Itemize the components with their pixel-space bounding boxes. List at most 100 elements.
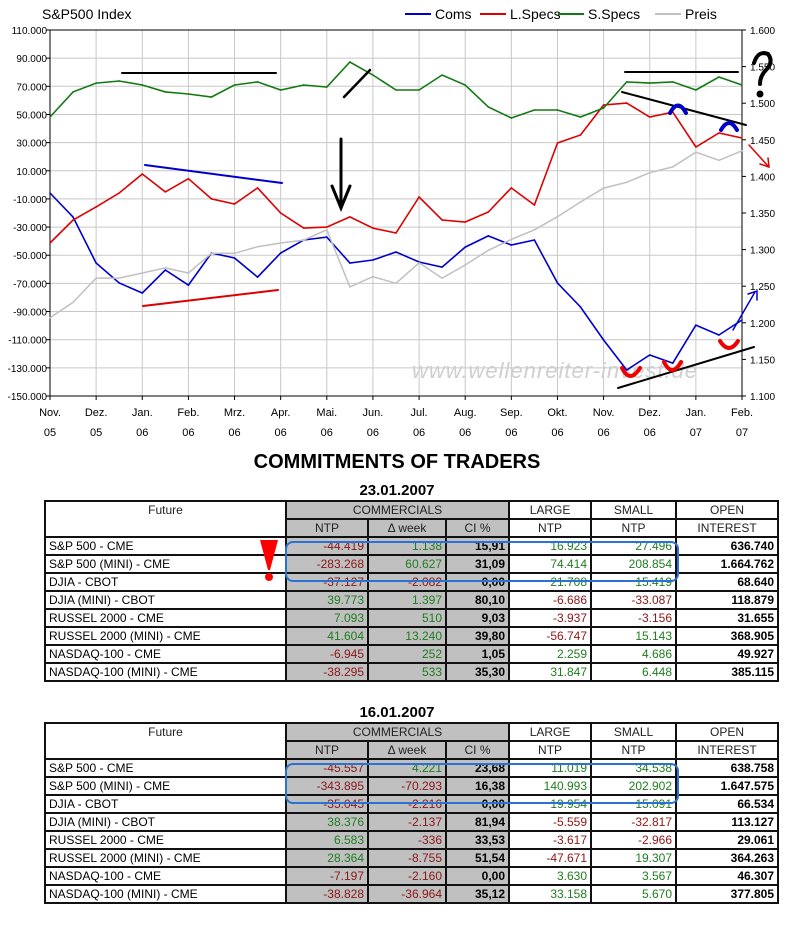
data-point-l-specs	[695, 146, 697, 148]
cell-commercials-delta-week: 1.397	[367, 590, 447, 610]
data-point-l-specs	[533, 204, 536, 206]
y-left-tick-label: 70.000	[16, 82, 47, 93]
data-point-coms	[602, 339, 605, 341]
cell-future-name: RUSSEL 2000 - CME	[44, 608, 287, 628]
x-tick-label-year: 07	[736, 427, 748, 439]
cell-open-interest: 368.905	[675, 626, 780, 646]
header-small2: NTP	[590, 740, 678, 760]
data-point-coms	[118, 282, 120, 284]
data-point-preis	[625, 181, 628, 184]
cell-commercials-ntp: 6.583	[285, 830, 369, 850]
data-point-l-specs	[349, 216, 351, 218]
cell-large-ntp: 140.993	[508, 776, 593, 796]
arrow-down-icon	[330, 137, 352, 212]
data-point-coms	[556, 282, 559, 284]
data-point-l-specs	[556, 142, 559, 144]
y-right-tick-label: 1.300	[750, 246, 775, 257]
cell-large-ntp: -56.747	[508, 626, 593, 646]
cell-small-ntp: 202.902	[590, 776, 678, 796]
cell-commercials-ntp: -35.045	[285, 794, 369, 814]
header-large2: NTP	[508, 518, 593, 538]
exclamation-icon	[260, 540, 278, 581]
header-dweek: Δ week	[367, 518, 447, 538]
cell-open-interest: 113.127	[675, 812, 780, 832]
cell-commercials-ntp: -45.557	[285, 758, 369, 778]
data-point-s-specs	[326, 86, 328, 88]
y-left-tick-label: -50.000	[13, 251, 47, 262]
cell-commercials-ci: 0,00	[444, 572, 511, 592]
table-row: NASDAQ-100 (MINI) - CME -38.828 -36.964 35,…	[44, 884, 780, 904]
data-point-s-specs	[418, 89, 420, 91]
y-right-tick-label: 1.100	[750, 392, 775, 403]
x-tick-label-year: 05	[90, 427, 102, 439]
y-left-tick-label: -90.000	[13, 308, 47, 319]
data-point-coms	[72, 216, 74, 218]
cell-open-interest: 638.758	[675, 758, 780, 778]
cell-future-name: S&P 500 - CME	[44, 758, 287, 778]
cell-commercials-ci: 9,03	[444, 608, 511, 628]
annotation-trendline	[617, 346, 755, 389]
data-point-coms	[718, 334, 720, 336]
y-left-tick-label: -10.000	[13, 195, 47, 206]
data-point-s-specs	[233, 84, 236, 86]
data-point-coms	[510, 244, 513, 246]
cell-small-ntp: 6.448	[590, 662, 678, 682]
data-point-l-specs	[326, 226, 328, 228]
x-tick-label-month: Sep.	[500, 407, 523, 419]
y-left-tick-label: -150.000	[8, 392, 48, 403]
header-large1: LARGE	[508, 722, 593, 742]
data-point-s-specs	[718, 76, 720, 78]
data-point-preis	[372, 275, 374, 278]
arrow-up-right-icon	[732, 289, 758, 331]
cell-commercials-ntp: -37.127	[285, 572, 369, 592]
cell-commercials-delta-week: 13.240	[367, 626, 447, 646]
cell-commercials-delta-week: -8.755	[367, 848, 447, 868]
table-row: S&P 500 - CME -45.557 4.221 23,68 11.019 34.5…	[44, 758, 780, 778]
table-row: DJIA - CBOT -35.045 -2.216 0,00 19.954 15.091…	[44, 794, 780, 814]
cell-commercials-ntp: -44.419	[285, 536, 369, 556]
x-tick-label-month: Nov.	[39, 407, 61, 419]
data-point-l-specs	[648, 116, 651, 118]
data-point-preis	[118, 277, 120, 279]
x-tick-label-year: 06	[413, 427, 425, 439]
cell-open-interest: 46.307	[675, 866, 780, 886]
cell-commercials-ntp: -343.895	[285, 776, 369, 796]
cell-open-interest: 31.655	[675, 608, 780, 628]
y-left-tick-label: 50.000	[16, 110, 47, 121]
data-point-l-specs	[487, 211, 490, 213]
data-point-coms	[672, 362, 674, 364]
header-dweek: Δ week	[367, 740, 447, 760]
cell-commercials-ntp: 39.773	[285, 590, 369, 610]
legend-label: S.Specs	[588, 6, 640, 22]
data-point-l-specs	[302, 227, 305, 229]
y-right-tick-label: 1.450	[750, 136, 775, 147]
cell-commercials-ci: 35,30	[444, 662, 511, 682]
cell-open-interest: 66.534	[675, 794, 780, 814]
cell-large-ntp: 3.630	[508, 866, 593, 886]
data-point-preis	[141, 272, 144, 274]
x-tick-label-month: Mrz.	[224, 407, 245, 419]
cell-large-ntp: 2.259	[508, 644, 593, 664]
cell-large-ntp: 19.954	[508, 794, 593, 814]
table-row: NASDAQ-100 - CME -7.197 -2.160 0,00 3.630 3.5…	[44, 866, 780, 886]
cell-commercials-ntp: -38.295	[285, 662, 369, 682]
header-open1: OPEN	[675, 722, 780, 742]
x-tick-label-year: 06	[367, 427, 379, 439]
data-point-l-specs	[579, 134, 582, 136]
data-point-preis	[602, 187, 605, 189]
cell-large-ntp: 16.923	[508, 536, 593, 556]
cell-commercials-ntp: -7.197	[285, 866, 369, 886]
data-point-coms	[326, 236, 328, 238]
x-tick-label-year: 06	[551, 427, 563, 439]
x-tick-label-year: 06	[136, 427, 148, 439]
cell-commercials-delta-week: -36.964	[367, 884, 447, 904]
data-point-l-specs	[72, 219, 74, 221]
data-point-s-specs	[118, 80, 120, 82]
cell-future-name: DJIA (MINI) - CBOT	[44, 812, 287, 832]
data-point-coms	[164, 269, 167, 271]
header-open2: INTEREST	[675, 518, 780, 538]
data-point-coms	[625, 369, 628, 371]
series-line-l-specs	[49, 102, 743, 244]
data-point-s-specs	[72, 91, 74, 93]
cell-large-ntp: 21.708	[508, 572, 593, 592]
